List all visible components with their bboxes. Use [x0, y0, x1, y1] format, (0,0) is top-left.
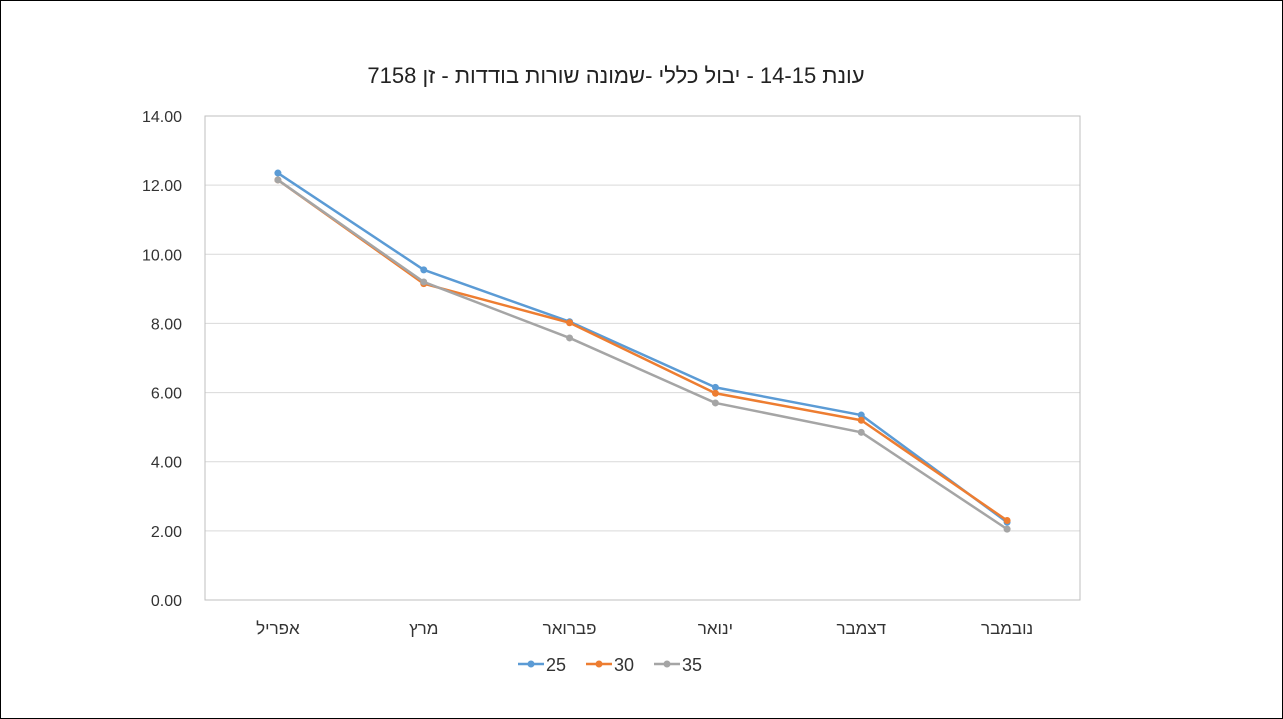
y-tick-label: 6.00 [151, 386, 182, 403]
y-tick-label: 2.00 [151, 524, 182, 541]
y-tick-label: 0.00 [151, 593, 182, 610]
data-point-35 [274, 176, 282, 184]
series-line-25 [277, 172, 1008, 524]
data-point-35 [420, 278, 428, 286]
data-point-30 [566, 319, 574, 327]
legend-label-25: 25 [546, 655, 566, 675]
legend-marker-25 [527, 660, 535, 668]
y-tick-label: 10.00 [142, 247, 182, 264]
x-tick-label: ינואר [698, 619, 733, 638]
x-tick-label: אפריל [256, 619, 300, 638]
data-point-30 [1003, 516, 1011, 524]
y-tick-label: 12.00 [142, 178, 182, 195]
legend-marker-35 [663, 660, 671, 668]
data-point-35 [711, 399, 719, 407]
x-tick-label: פברואר [543, 619, 597, 638]
data-point-30 [711, 389, 719, 397]
y-tick-label: 4.00 [151, 455, 182, 472]
data-point-25 [274, 169, 282, 177]
y-tick-label: 14.00 [142, 109, 182, 126]
legend-label-35: 35 [682, 655, 702, 675]
y-tick-label: 8.00 [151, 316, 182, 333]
x-tick-label: דצמבר [836, 619, 886, 638]
data-point-35 [857, 428, 865, 436]
chart-title: עונת 14-15 - יבול כללי -שמונה שורות בודד… [367, 63, 865, 88]
legend-label-30: 30 [614, 655, 634, 675]
data-point-25 [857, 411, 865, 419]
series-line-30 [277, 178, 1008, 522]
x-tick-label: נובמבר [981, 619, 1033, 638]
series-line-35 [277, 178, 1008, 531]
data-point-35 [566, 334, 574, 342]
legend-marker-30 [595, 660, 603, 668]
data-point-35 [1003, 525, 1011, 533]
data-point-30 [857, 416, 865, 424]
plot-area-border [204, 115, 1081, 601]
data-point-25 [711, 383, 719, 391]
x-tick-label: מרץ [409, 619, 438, 638]
data-point-25 [420, 266, 428, 274]
